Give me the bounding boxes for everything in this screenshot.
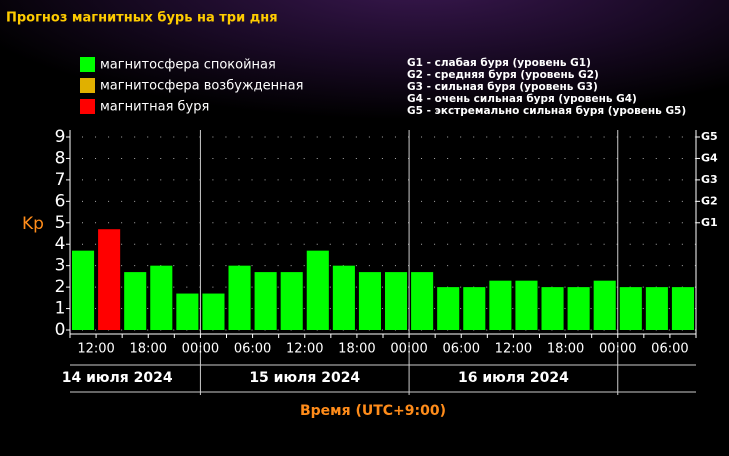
y-tick-label: 6 — [55, 191, 66, 211]
storm-level-note: G4 - очень сильная буря (уровень G4) — [407, 93, 637, 105]
bar — [515, 280, 538, 330]
x-tick-label: 18:00 — [547, 342, 584, 357]
x-tick-label: 18:00 — [130, 342, 167, 357]
bar — [489, 280, 512, 330]
legend-label: магнитосфера возбужденная — [100, 79, 303, 94]
x-tick-label: 12:00 — [77, 342, 114, 357]
x-tick-label: 18:00 — [338, 342, 375, 357]
legend-swatch — [80, 99, 95, 114]
storm-level-note: G3 - сильная буря (уровень G3) — [407, 81, 598, 93]
y-tick-label: 3 — [55, 256, 66, 276]
x-tick-label: 12:00 — [495, 342, 532, 357]
bar — [98, 229, 121, 330]
y-tick-label: 8 — [55, 148, 66, 168]
bar — [306, 250, 329, 330]
storm-level-note: G5 - экстремально сильная буря (уровень … — [407, 105, 686, 117]
legend-swatch — [80, 57, 95, 72]
bar — [619, 287, 642, 330]
y2-tick-label: G4 — [701, 151, 718, 164]
bar — [567, 287, 590, 330]
x-axis-label: Время (UTC+9:00) — [300, 403, 446, 419]
storm-level-note: G1 - слабая буря (уровень G1) — [407, 57, 591, 69]
bar — [254, 272, 277, 330]
bar — [645, 287, 668, 330]
bar — [124, 272, 147, 330]
x-tick-label: 06:00 — [443, 342, 480, 357]
x-tick-label: 06:00 — [651, 342, 688, 357]
bar — [593, 280, 616, 330]
bar — [332, 265, 355, 330]
bar — [150, 265, 173, 330]
legend-label: магнитная буря — [100, 100, 209, 115]
y-tick-label: 9 — [55, 127, 66, 147]
day-label: 16 июля 2024 — [458, 370, 569, 386]
bar — [671, 287, 694, 330]
y2-tick-label: G3 — [701, 173, 718, 186]
bar — [358, 272, 381, 330]
y-tick-label: 2 — [55, 277, 66, 297]
y-tick-label: 0 — [55, 320, 66, 340]
bar — [541, 287, 564, 330]
y-axis-label: Kp — [22, 214, 44, 234]
chart-title: Прогноз магнитных бурь на три дня — [6, 11, 278, 26]
bar — [463, 287, 486, 330]
bar — [72, 250, 95, 330]
bar — [176, 293, 199, 330]
y-tick-label: 5 — [55, 213, 66, 233]
x-tick-label: 00:00 — [182, 342, 219, 357]
bar — [385, 272, 408, 330]
y-tick-label: 1 — [55, 299, 66, 319]
legend-swatch — [80, 78, 95, 93]
bar — [228, 265, 251, 330]
y-tick-label: 7 — [55, 170, 66, 190]
x-tick-label: 00:00 — [390, 342, 427, 357]
bar — [202, 293, 225, 330]
legend-label: магнитосфера спокойная — [100, 58, 276, 73]
x-tick-label: 00:00 — [599, 342, 636, 357]
storm-level-note: G2 - средняя буря (уровень G2) — [407, 69, 599, 81]
y2-tick-label: G1 — [701, 216, 718, 229]
day-label: 15 июля 2024 — [249, 370, 360, 386]
x-tick-label: 12:00 — [286, 342, 323, 357]
x-tick-label: 06:00 — [234, 342, 271, 357]
bar — [280, 272, 303, 330]
y2-tick-label: G2 — [701, 194, 718, 207]
bar — [411, 272, 434, 330]
y-tick-label: 4 — [55, 234, 66, 254]
day-label: 14 июля 2024 — [62, 370, 173, 386]
y2-tick-label: G5 — [701, 130, 718, 143]
bar — [437, 287, 460, 330]
